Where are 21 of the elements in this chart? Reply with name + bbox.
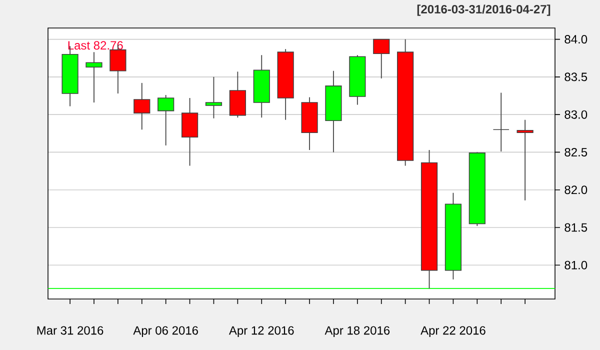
x-tick-label: Apr 06 2016 [133, 326, 198, 338]
candlestick [158, 94, 174, 146]
y-tick-label: 81.0 [564, 260, 588, 270]
chart-title: [2016-03-31/2016-04-27] [417, 4, 550, 16]
x-tick-label: Apr 12 2016 [228, 326, 294, 338]
x-tick-label: Apr 18 2016 [324, 326, 390, 338]
y-tick-label: 83.0 [564, 110, 588, 119]
candlestick [86, 52, 102, 103]
y-tick-label: 82.0 [564, 186, 588, 194]
candlestick [516, 119, 534, 201]
candlestick [373, 38, 390, 79]
y-tick-label: 82.5 [564, 148, 588, 156]
annotation: Last 82.76 [68, 41, 123, 50]
candlestick [134, 82, 150, 130]
y-tick-label: 84.0 [564, 35, 588, 44]
y-tick-label: 83.5 [564, 72, 588, 82]
candlestick [492, 92, 510, 152]
y-tick-label: 81.5 [564, 223, 588, 232]
x-tick-label: Mar 31 2016 [37, 326, 104, 335]
x-tick-label: Apr 22 2016 [420, 326, 486, 338]
candlestick [205, 76, 222, 119]
